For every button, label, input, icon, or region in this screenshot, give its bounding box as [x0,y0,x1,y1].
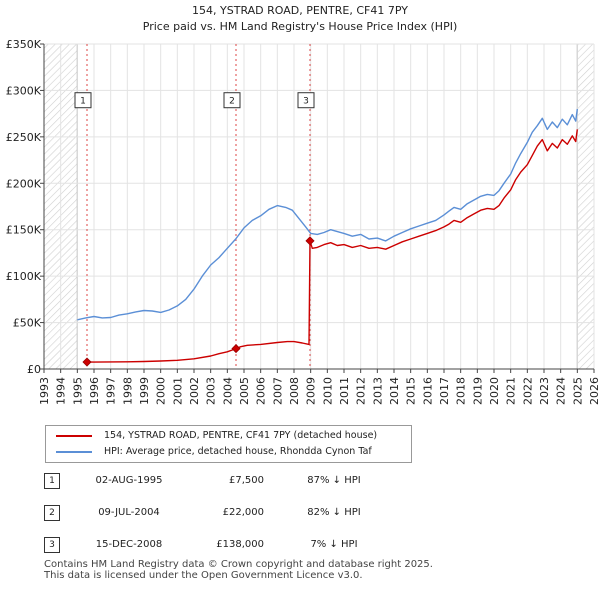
legend-item-property: 154, YSTRAD ROAD, PENTRE, CF41 7PY (deta… [56,428,377,444]
x-tick-label: 2014 [388,377,401,405]
footer-line-2: This data is licensed under the Open Gov… [44,569,363,581]
x-tick-label: 2001 [171,377,184,405]
property-price-line [86,129,578,363]
sale-number-box [297,92,315,109]
sale-marker [305,236,315,246]
hatched-region [577,44,594,369]
sale-price: £7,500 [229,475,264,486]
x-tick-label: 2007 [271,377,284,405]
footer-attribution: Contains HM Land Registry data © Crown c… [44,559,584,581]
plot-area [44,44,594,369]
sale-marker [82,357,92,367]
grid-lines [43,43,595,370]
x-tick-label: 2022 [521,377,534,405]
sale-hpi-diff: 87% ↓ HPI [307,475,361,486]
x-tick-label: 2009 [305,377,318,405]
y-tick-label: £150K [6,224,42,237]
sale-number-text: 3 [303,97,309,107]
legend: 154, YSTRAD ROAD, PENTRE, CF41 7PY (deta… [45,425,412,463]
chart-title: 154, YSTRAD ROAD, PENTRE, CF41 7PY [192,4,408,17]
y-axis: £0 £50K £100K £150K £200K £250K £300K £350K [6,38,45,376]
x-tick-label: 2024 [555,377,568,405]
sale-number-labels: 1 2 3 [74,92,315,109]
x-tick-label: 1997 [105,377,118,405]
sale-markers [82,236,315,367]
legend-label-property: 154, YSTRAD ROAD, PENTRE, CF41 7PY (deta… [104,430,378,441]
y-tick-label: £250K [6,131,42,144]
sale-number-badge: 1 [44,473,60,489]
sale-date: 09-JUL-2004 [98,507,160,518]
legend-label-hpi: HPI: Average price, detached house, Rhon… [104,446,372,457]
sale-hpi-diff: 7% ↓ HPI [310,539,358,550]
y-tick-label: £0 [27,363,41,376]
sale-row: 1 02-AUG-1995 £7,500 87% ↓ HPI [44,471,444,491]
x-tick-label: 1999 [138,377,151,405]
x-tick-label: 2013 [371,377,384,405]
y-tick-label: £350K [6,38,42,51]
x-tick-label: 1994 [55,377,68,405]
sale-marker [231,344,241,354]
sale-price: £22,000 [222,507,264,518]
plot-background [44,44,594,369]
footer-line-1: Contains HM Land Registry data © Crown c… [44,559,433,570]
x-tick-label: 2025 [571,377,584,405]
sale-price: £138,000 [216,539,264,550]
x-tick-label: 2020 [488,377,501,405]
x-tick-label: 2005 [238,377,251,405]
property-line-swatch [56,435,92,437]
x-tick-label: 2003 [205,377,218,405]
x-tick-label: 2021 [505,377,518,405]
sale-row: 3 15-DEC-2008 £138,000 7% ↓ HPI [44,535,444,555]
sale-number-label: 2 [223,92,241,109]
y-tick-label: £300K [6,84,42,97]
sale-number-badge: 3 [44,537,60,553]
sale-number-text: 2 [229,97,235,107]
x-tick-label: 2006 [255,377,268,405]
sale-number-text: 1 [80,97,86,107]
x-tick-label: 2026 [588,377,600,405]
sale-row: 2 09-JUL-2004 £22,000 82% ↓ HPI [44,503,444,523]
x-tick-label: 2019 [471,377,484,405]
y-tick-label: £100K [6,270,42,283]
y-tick-label: £50K [13,317,42,330]
x-tick-label: 2018 [455,377,468,405]
sale-number-label: 1 [74,92,92,109]
x-tick-label: 2016 [421,377,434,405]
series-lines [77,108,578,363]
x-tick-label: 2012 [355,377,368,405]
sale-hpi-diff: 82% ↓ HPI [307,507,361,518]
x-tick-label: 2010 [321,377,334,405]
legend-item-hpi: HPI: Average price, detached house, Rhon… [56,444,372,460]
x-tick-label: 2004 [221,377,234,405]
sale-number-badge: 2 [44,505,60,521]
sale-number-label: 3 [297,92,315,109]
hpi-line [77,108,578,321]
hpi-line-swatch [56,451,92,453]
sale-number-box [74,92,92,109]
x-tick-label: 2015 [405,377,418,405]
x-tick-label: 1993 [38,377,51,405]
x-tick-label: 2011 [338,377,351,405]
y-tick-label: £200K [6,177,42,190]
x-tick-label: 2023 [538,377,551,405]
sale-date-lines [86,44,311,369]
chart-subtitle: Price paid vs. HM Land Registry's House … [143,20,458,33]
sale-number-box [223,92,241,109]
x-tick-label: 2017 [438,377,451,405]
x-tick-label: 1996 [88,377,101,405]
x-axis: 1993 1994 1995 1996 1997 1998 1999 2000 2001 2002… [38,368,600,405]
x-tick-label: 2008 [288,377,301,405]
x-tick-label: 2000 [155,377,168,405]
x-tick-label: 1998 [121,377,134,405]
sale-date: 15-DEC-2008 [95,539,163,550]
sale-date: 02-AUG-1995 [95,475,163,486]
x-tick-label: 2002 [188,377,201,405]
price-chart: 154, YSTRAD ROAD, PENTRE, CF41 7PY Price… [6,4,600,405]
x-tick-label: 1995 [71,377,84,405]
